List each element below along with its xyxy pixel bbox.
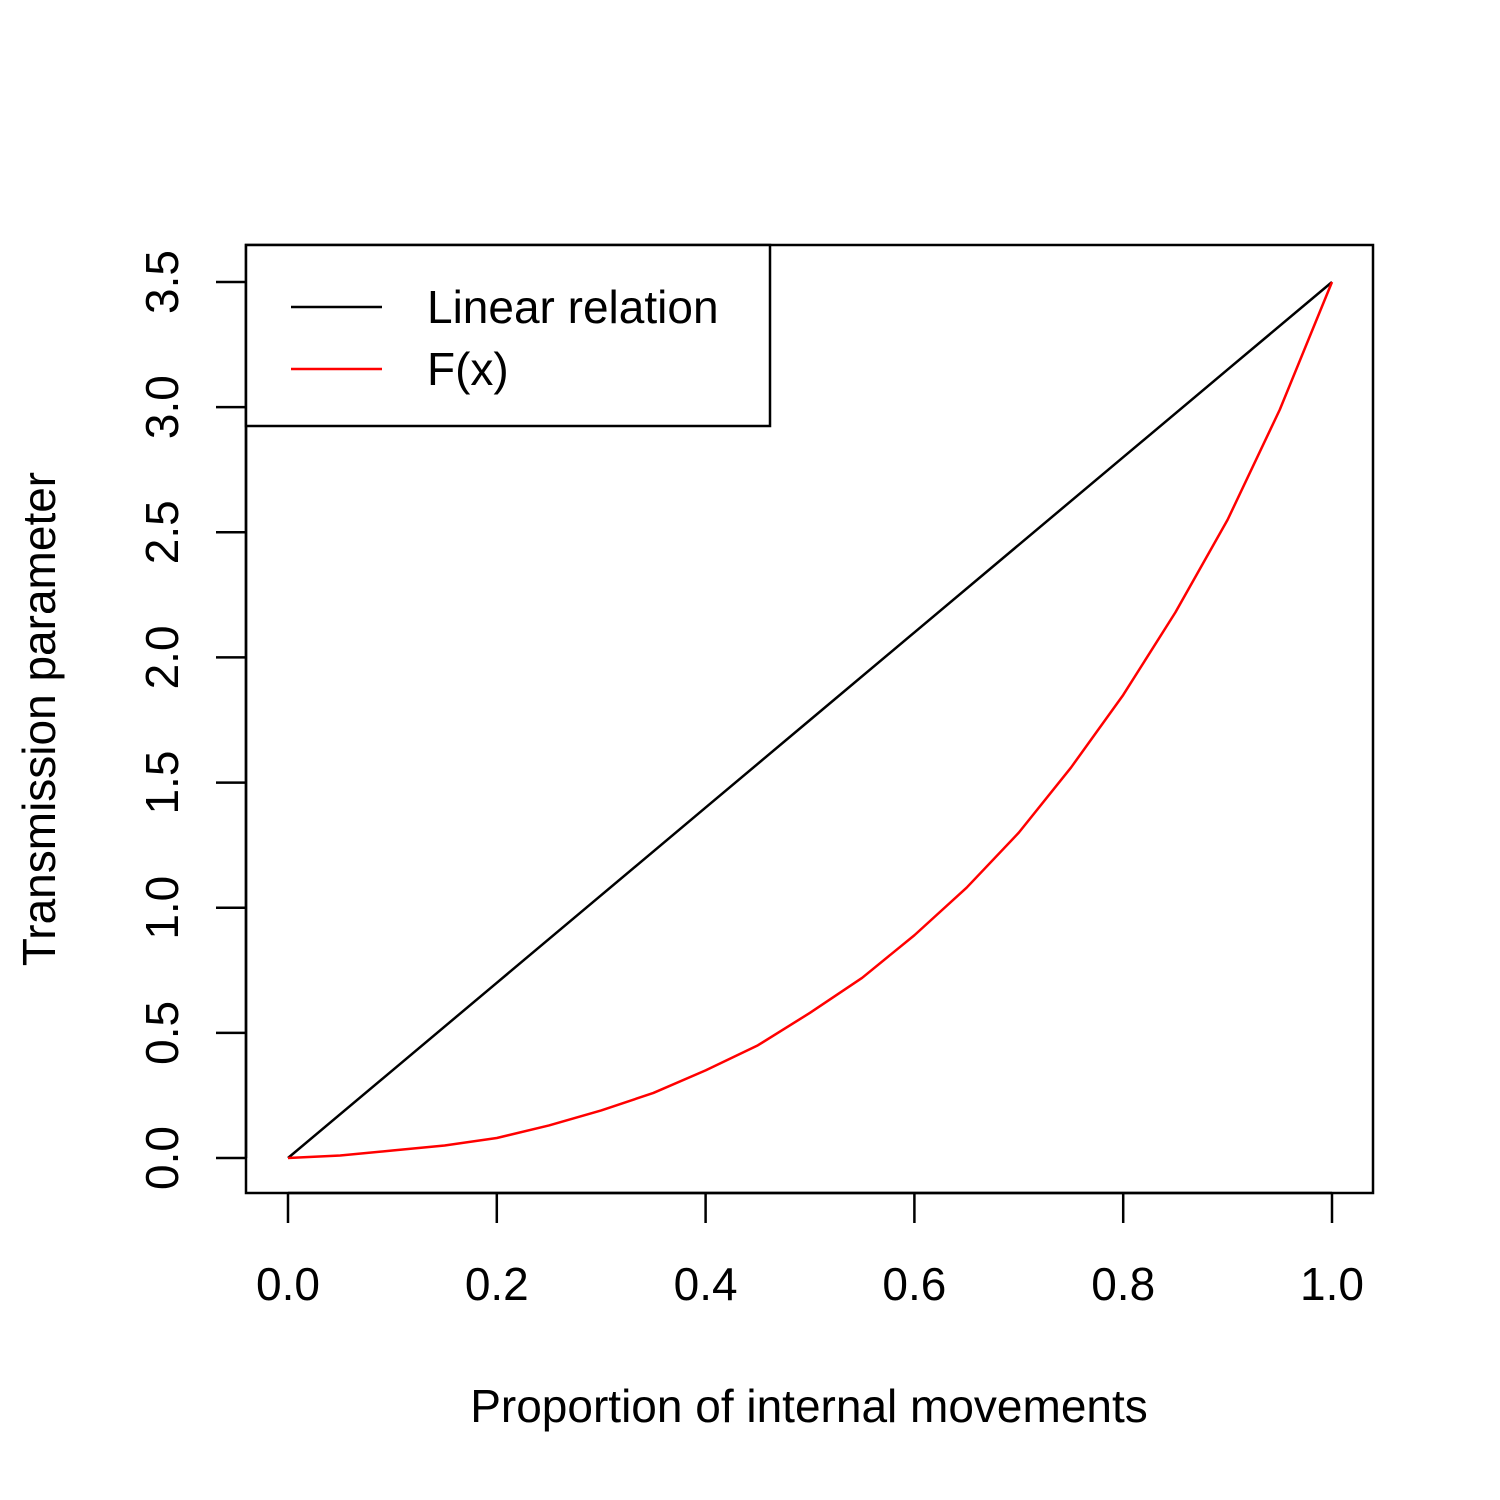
y-tick-label: 1.0 [136,876,188,940]
x-tick-label: 0.0 [256,1258,320,1310]
legend-box [244,243,772,428]
y-tick-label: 0.0 [136,1126,188,1190]
legend-label-fx: F(x) [427,343,509,395]
y-tick-label: 0.5 [136,1001,188,1065]
series-group [287,281,1334,1160]
legend-label-linear-relation: Linear relation [427,281,719,333]
y-tick-label: 3.5 [136,250,188,314]
series-line-f-x [287,281,1334,1160]
y-axis-title: Transmission parameter [13,472,65,966]
x-axis-title: Proportion of internal movements [470,1380,1148,1432]
x-tick-label: 0.6 [882,1258,946,1310]
x-tick-label: 0.2 [465,1258,529,1310]
series-line-linear-relation [287,281,1333,1159]
y-tick-label: 1.5 [136,751,188,815]
x-tick-label: 0.4 [674,1258,738,1310]
legend: Linear relation F(x) [244,243,772,428]
y-tick-label: 2.5 [136,500,188,564]
x-tick-label: 0.8 [1091,1258,1155,1310]
x-axis: 0.0 0.2 0.4 0.6 0.8 1.0 [256,1191,1364,1310]
y-tick-label: 2.0 [136,625,188,689]
x-tick-label: 1.0 [1300,1258,1364,1310]
y-tick-label: 3.0 [136,375,188,439]
y-axis: 0.0 0.5 1.0 1.5 2.0 2.5 3.0 3.5 [136,250,248,1190]
